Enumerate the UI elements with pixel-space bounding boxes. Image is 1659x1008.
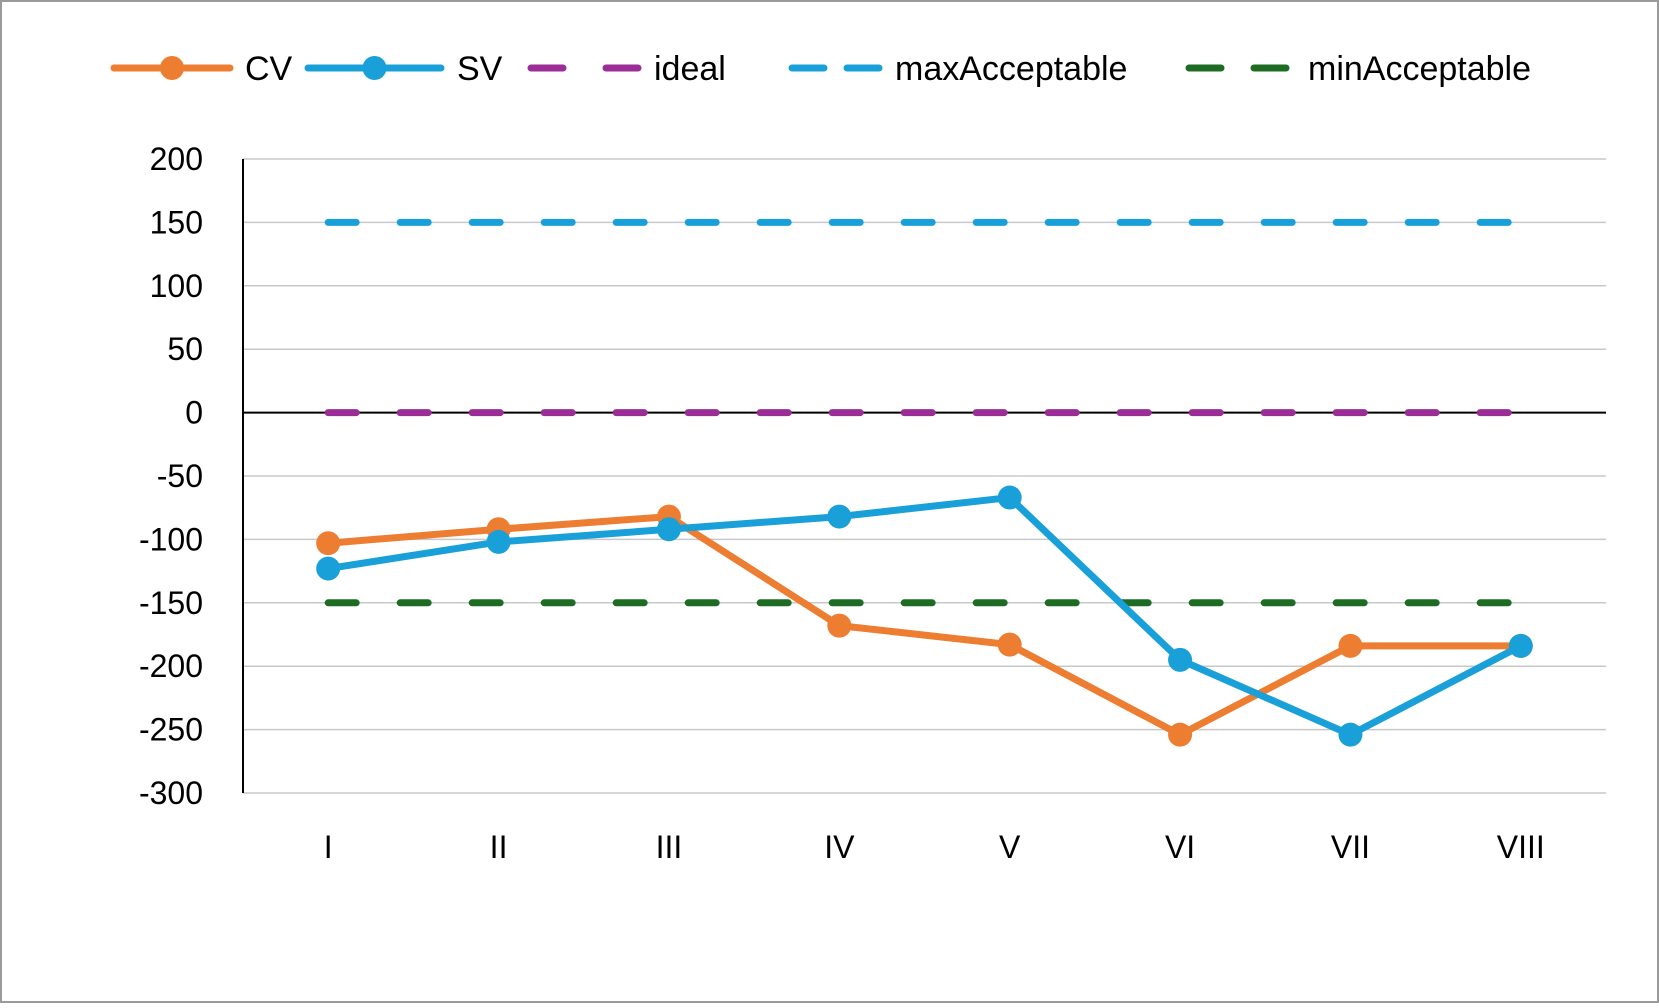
- legend: CV SV ideal maxAcceptable minAcceptable: [110, 50, 1531, 88]
- y-tick-label: -300: [139, 775, 203, 811]
- legend-label: ideal: [654, 50, 726, 88]
- legend-label: SV: [457, 50, 503, 88]
- data-point-cv: [997, 632, 1022, 657]
- y-tick-label: 150: [150, 204, 203, 240]
- y-tick-label: -200: [139, 648, 203, 684]
- data-point-cv: [1168, 722, 1193, 747]
- data-point-sv: [1338, 722, 1363, 747]
- data-point-cv: [827, 613, 852, 638]
- y-tick-label: 0: [185, 395, 203, 431]
- series-markers: [316, 485, 1533, 747]
- legend-label: minAcceptable: [1308, 50, 1531, 88]
- legend-swatch-marker: [160, 56, 184, 80]
- legend-item-maxacceptable: maxAcceptable: [788, 50, 1127, 88]
- series-lines: [324, 218, 1525, 739]
- y-tick-label: 100: [150, 268, 203, 304]
- legend-label: CV: [245, 50, 293, 88]
- data-point-sv: [656, 517, 681, 542]
- x-tick-label: V: [999, 829, 1021, 865]
- data-point-sv: [827, 504, 852, 529]
- y-tick-label: -250: [139, 712, 203, 748]
- data-point-sv: [997, 485, 1022, 510]
- x-tick-label: IV: [824, 829, 855, 865]
- x-tick-label: II: [490, 829, 508, 865]
- x-tick-label: VIII: [1497, 829, 1545, 865]
- y-tick-label: 200: [150, 141, 203, 177]
- y-tick-label: 50: [167, 331, 203, 367]
- x-axis-tick-labels: I II III IV V VI VII VIII: [324, 829, 1545, 865]
- series-line-sv: [324, 494, 1525, 739]
- legend-item-minacceptable: minAcceptable: [1185, 50, 1531, 88]
- series-line-cv: [324, 513, 1525, 739]
- legend-item-cv: CV: [110, 50, 293, 88]
- data-point-sv: [1168, 647, 1193, 672]
- data-point-cv: [316, 531, 341, 556]
- legend-label: maxAcceptable: [895, 50, 1127, 88]
- y-tick-label: -150: [139, 585, 203, 621]
- y-tick-label: -100: [139, 521, 203, 557]
- x-tick-label: VI: [1165, 829, 1195, 865]
- legend-item-sv: SV: [304, 50, 503, 88]
- data-point-sv: [1508, 633, 1533, 658]
- x-tick-label: III: [656, 829, 683, 865]
- legend-item-ideal: ideal: [527, 50, 726, 88]
- data-point-sv: [486, 529, 511, 554]
- x-tick-label: VII: [1331, 829, 1370, 865]
- data-point-cv: [1338, 633, 1363, 658]
- y-axis-tick-labels: 200 150 100 50 0 -50 -100 -150 -200 -250 -300: [139, 141, 203, 811]
- data-point-sv: [316, 556, 341, 581]
- y-tick-label: -50: [157, 458, 203, 494]
- x-tick-label: I: [324, 829, 333, 865]
- legend-swatch-marker: [362, 56, 387, 80]
